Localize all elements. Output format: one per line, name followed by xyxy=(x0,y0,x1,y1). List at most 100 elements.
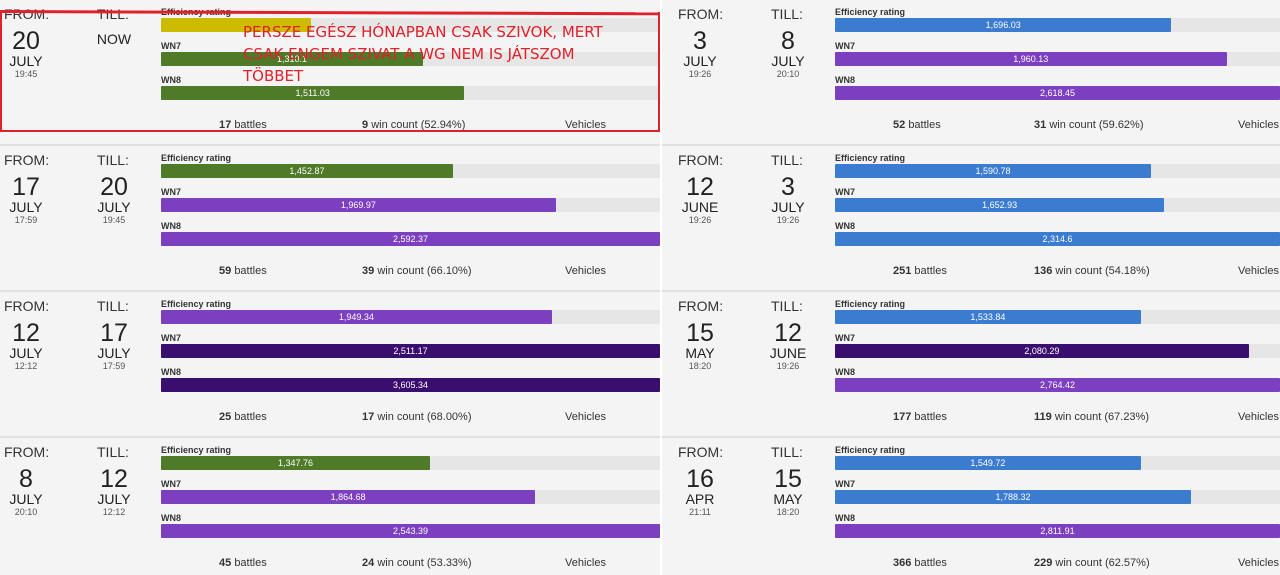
from-time: 18:20 xyxy=(688,361,712,371)
metric-label: WN7 xyxy=(835,479,855,489)
from-month: JULY xyxy=(683,53,717,69)
till-label: TILL: xyxy=(771,6,803,22)
period-card[interactable]: FROM: TILL: 16 APR 21:11 15 MAY 18:20 Ef… xyxy=(662,438,1280,575)
metrics: Efficiency rating 1,452.87 WN7 1,969.97 … xyxy=(161,152,660,254)
metric-label: WN7 xyxy=(835,187,855,197)
period-card[interactable]: FROM: TILL: 20 JULY 19:45 NOW Efficiency… xyxy=(0,0,660,146)
rating-bar: 1,590.78 xyxy=(835,164,1151,178)
battles-count: 251 battles xyxy=(893,265,947,277)
from-month: JUNE xyxy=(681,199,719,215)
rating-bar: 3,605.34 xyxy=(161,378,660,392)
efficiency-rating-metric: Efficiency rating 1,549.72 xyxy=(835,444,1280,478)
rating-value: 1,788.32 xyxy=(995,492,1031,502)
period-card[interactable]: FROM: TILL: 3 JULY 19:26 8 JULY 20:10 Ef… xyxy=(662,0,1280,146)
metric-label: WN8 xyxy=(835,513,855,523)
rating-track: 2,080.29 xyxy=(835,344,1280,358)
from-time: 19:26 xyxy=(688,69,712,79)
from-label: FROM: xyxy=(678,152,724,168)
period-card[interactable]: FROM: TILL: 12 JULY 12:12 17 JULY 17:59 … xyxy=(0,292,660,438)
from-time: 12:12 xyxy=(14,361,38,371)
from-date: 12 JUNE 19:26 xyxy=(674,174,726,226)
till-label: TILL: xyxy=(97,152,129,168)
rating-bar: 2,543.39 xyxy=(161,524,660,538)
rating-bar: 1,347.76 xyxy=(161,456,430,470)
efficiency-rating-metric: Efficiency rating 1,949.34 xyxy=(161,298,660,332)
wn7-metric: WN7 1,969.97 xyxy=(161,186,660,220)
win-count: 39 win count (66.10%) xyxy=(362,265,472,277)
metric-label: Efficiency rating xyxy=(835,153,906,163)
battles-count: 52 battles xyxy=(893,119,941,131)
till-date: 17 JULY 17:59 xyxy=(88,320,140,372)
rating-bar: 2,592.37 xyxy=(161,232,660,246)
rating-value: 2,618.45 xyxy=(1039,88,1076,98)
win-count: 17 win count (68.00%) xyxy=(362,411,472,423)
vehicles-link[interactable]: Vehicles xyxy=(565,411,606,423)
from-date: 15 MAY 18:20 xyxy=(674,320,726,372)
vehicles-link[interactable]: Vehicles xyxy=(565,557,606,569)
rating-value: 2,543.39 xyxy=(392,526,429,536)
from-month: APR xyxy=(685,491,715,507)
vehicles-link[interactable]: Vehicles xyxy=(565,119,606,131)
battles-count: 25 battles xyxy=(219,411,267,423)
rating-bar: 2,811.91 xyxy=(835,524,1280,538)
left-column: FROM: TILL: 20 JULY 19:45 NOW Efficiency… xyxy=(0,0,660,575)
wn7-metric: WN7 1,960.13 xyxy=(835,40,1280,74)
from-day: 12 xyxy=(12,319,40,347)
rating-track: 1,533.84 xyxy=(835,310,1280,324)
rating-value: 2,764.42 xyxy=(1039,380,1076,390)
till-month: JULY xyxy=(771,199,805,215)
from-month: JULY xyxy=(9,491,43,507)
wn8-metric: WN8 2,592.37 xyxy=(161,220,660,254)
wn8-metric: WN8 2,543.39 xyxy=(161,512,660,546)
efficiency-rating-metric: Efficiency rating 1,533.84 xyxy=(835,298,1280,332)
rating-bar: 1,788.32 xyxy=(835,490,1191,504)
vehicles-link[interactable]: Vehicles xyxy=(1238,119,1279,131)
rating-track: 1,969.97 xyxy=(161,198,660,212)
metrics: Efficiency rating 1,549.72 WN7 1,788.32 … xyxy=(835,444,1280,546)
from-label: FROM: xyxy=(4,6,50,22)
period-card[interactable]: FROM: TILL: 8 JULY 20:10 12 JULY 12:12 E… xyxy=(0,438,660,575)
metric-label: WN8 xyxy=(161,513,181,523)
rating-track: 1,696.03 xyxy=(835,18,1280,32)
metrics: Efficiency rating 1,590.78 WN7 1,652.93 … xyxy=(835,152,1280,254)
metric-label: WN8 xyxy=(835,75,855,85)
wn7-metric: WN7 2,080.29 xyxy=(835,332,1280,366)
till-label: TILL: xyxy=(97,6,129,22)
rating-track: 1,652.93 xyxy=(835,198,1280,212)
rating-value: 1,590.78 xyxy=(975,166,1011,176)
rating-bar: 1,533.84 xyxy=(835,310,1141,324)
metric-label: Efficiency rating xyxy=(835,7,906,17)
rating-track: 1,347.76 xyxy=(161,456,660,470)
right-column: FROM: TILL: 3 JULY 19:26 8 JULY 20:10 Ef… xyxy=(662,0,1280,575)
efficiency-rating-metric: Efficiency rating 1,452.87 xyxy=(161,152,660,186)
wn7-metric: WN7 2,511.17 xyxy=(161,332,660,366)
metric-label: WN7 xyxy=(161,187,181,197)
from-month: JULY xyxy=(9,345,43,361)
rating-value: 2,314.6 xyxy=(1042,234,1073,244)
from-time: 21:11 xyxy=(689,507,711,517)
vehicles-link[interactable]: Vehicles xyxy=(565,265,606,277)
rating-value: 1,347.76 xyxy=(277,458,313,468)
win-count: 136 win count (54.18%) xyxy=(1034,265,1150,277)
till-now: NOW xyxy=(96,31,132,47)
till-date: 20 JULY 19:45 xyxy=(88,174,140,226)
till-time: 20:10 xyxy=(776,69,800,79)
from-day: 15 xyxy=(686,319,714,347)
wn8-metric: WN8 2,811.91 xyxy=(835,512,1280,546)
till-day: 3 xyxy=(781,173,795,201)
till-time: 19:45 xyxy=(102,215,126,225)
rating-value: 1,652.93 xyxy=(982,200,1018,210)
from-day: 16 xyxy=(686,465,714,493)
rating-value: 1,533.84 xyxy=(970,312,1006,322)
rating-track: 1,864.68 xyxy=(161,490,660,504)
efficiency-rating-metric: Efficiency rating 1,696.03 xyxy=(835,6,1280,40)
vehicles-link[interactable]: Vehicles xyxy=(1238,411,1279,423)
rating-track: 2,618.45 xyxy=(835,86,1280,100)
till-date: 12 JULY 12:12 xyxy=(88,466,140,518)
period-card[interactable]: FROM: TILL: 17 JULY 17:59 20 JULY 19:45 … xyxy=(0,146,660,292)
vehicles-link[interactable]: Vehicles xyxy=(1238,265,1279,277)
till-label: TILL: xyxy=(97,298,129,314)
vehicles-link[interactable]: Vehicles xyxy=(1238,557,1279,569)
period-card[interactable]: FROM: TILL: 12 JUNE 19:26 3 JULY 19:26 E… xyxy=(662,146,1280,292)
period-card[interactable]: FROM: TILL: 15 MAY 18:20 12 JUNE 19:26 E… xyxy=(662,292,1280,438)
